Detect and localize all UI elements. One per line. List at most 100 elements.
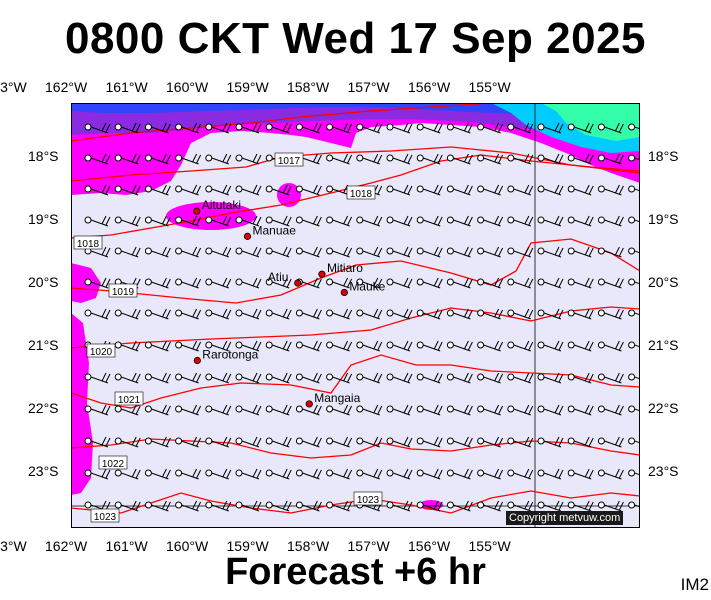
wind-barb	[265, 308, 292, 320]
wind-barb	[567, 246, 594, 258]
wind-barb	[326, 404, 353, 416]
wind-barb	[628, 437, 640, 445]
latitude-label-right: 23°S	[648, 463, 679, 479]
wind-barb	[597, 184, 624, 196]
wind-barb	[416, 308, 443, 320]
wind-barb	[114, 500, 141, 512]
longitude-label-bottom: 157°W	[347, 538, 390, 554]
wind-barb	[326, 153, 353, 165]
wind-barb	[416, 468, 443, 480]
forecast-hour-label: Forecast +6 hr	[225, 551, 486, 593]
forecast-map: 1017 1018 1018 1019 1020 1021 1022 1023 1023 Ait…	[71, 103, 640, 528]
wind-barb	[446, 215, 473, 227]
wind-barb	[265, 468, 292, 480]
wind-barb	[295, 215, 322, 227]
longitude-label-bottom: 155°W	[468, 538, 511, 554]
wind-barb	[386, 436, 413, 448]
wind-barb	[477, 153, 504, 165]
wind-barb	[507, 500, 534, 512]
wind-barb	[175, 277, 202, 289]
svg-text:1018: 1018	[350, 189, 373, 200]
map-svg: 1017 1018 1018 1019 1020 1021 1022 1023 1023 Ait…	[71, 103, 640, 528]
wind-barb	[386, 246, 413, 258]
longitude-label-top: 163°W	[0, 79, 27, 95]
wind-barb	[205, 215, 232, 227]
longitude-label-bottom: 159°W	[226, 538, 269, 554]
wind-barb	[597, 404, 624, 416]
rain-area-blue	[71, 103, 640, 117]
rain-area-green	[541, 103, 640, 141]
wind-barb	[84, 153, 111, 165]
wind-barb	[144, 436, 171, 448]
wind-barb	[446, 277, 473, 289]
wind-barb	[175, 184, 202, 196]
wind-barb	[537, 153, 564, 165]
longitude-label-bottom: 156°W	[408, 538, 451, 554]
wind-barb	[235, 215, 262, 227]
wind-barb	[628, 123, 640, 131]
latitude-label-right: 18°S	[648, 148, 679, 164]
latitude-label-left: 22°S	[28, 400, 59, 416]
wind-barb	[235, 153, 262, 165]
latitude-label-right: 21°S	[648, 337, 679, 353]
wind-barb	[597, 308, 624, 320]
wind-barb	[416, 122, 443, 134]
wind-barb	[326, 372, 353, 384]
wind-barb	[235, 436, 262, 448]
wind-barb	[567, 436, 594, 448]
wind-barbs	[84, 122, 640, 512]
wind-barb	[326, 246, 353, 258]
isobar-label: 1023	[90, 508, 120, 523]
wind-barb	[567, 153, 594, 165]
wind-barb	[205, 246, 232, 258]
wind-barb	[537, 500, 564, 512]
wind-barb	[295, 372, 322, 384]
wind-barb	[537, 436, 564, 448]
wind-barb	[205, 277, 232, 289]
wind-barb	[507, 277, 534, 289]
wind-barb	[265, 246, 292, 258]
wind-barb	[84, 308, 111, 320]
wind-barb	[416, 500, 443, 512]
wind-barb	[567, 215, 594, 227]
wind-barb	[235, 340, 262, 352]
island-name: Manuae	[253, 223, 297, 237]
wind-barb	[628, 469, 640, 477]
wind-barb	[507, 184, 534, 196]
wind-barb	[235, 308, 262, 320]
wind-barb	[446, 436, 473, 448]
wind-barb	[114, 215, 141, 227]
wind-barb	[567, 404, 594, 416]
wind-barb	[477, 340, 504, 352]
wind-barb	[295, 122, 322, 134]
wind-barb	[477, 468, 504, 480]
isobar-label: 1017	[274, 152, 304, 167]
wind-barb	[114, 468, 141, 480]
isobar-label: 1023	[353, 491, 383, 506]
wind-barb	[144, 153, 171, 165]
wind-barb	[356, 308, 383, 320]
wind-barb	[446, 372, 473, 384]
wind-barb	[416, 153, 443, 165]
isobar-label: 1021	[114, 391, 144, 406]
wind-barb	[537, 277, 564, 289]
wind-barb	[114, 404, 141, 416]
wind-barb	[628, 405, 640, 413]
wind-barb	[597, 340, 624, 352]
latitude-label-left: 18°S	[28, 148, 59, 164]
wind-barb	[597, 468, 624, 480]
wind-barb	[144, 372, 171, 384]
wind-barb	[175, 340, 202, 352]
wind-barb	[446, 246, 473, 258]
latitude-label-left: 20°S	[28, 274, 59, 290]
wind-barb	[477, 122, 504, 134]
svg-text:1020: 1020	[90, 347, 113, 358]
wind-barb	[386, 122, 413, 134]
wind-barb	[628, 501, 640, 509]
wind-barb	[114, 308, 141, 320]
wind-barb	[326, 436, 353, 448]
wind-barb	[386, 153, 413, 165]
wind-barb	[84, 372, 111, 384]
wind-barb	[537, 308, 564, 320]
wind-barb	[265, 500, 292, 512]
